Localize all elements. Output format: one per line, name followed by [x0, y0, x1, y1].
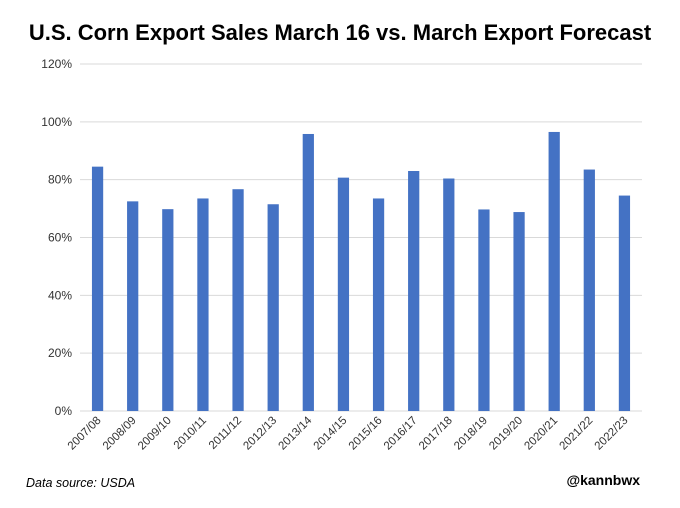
bar-2016-17	[408, 170, 420, 411]
bar-2009-10	[162, 209, 174, 411]
gridlines	[80, 63, 642, 412]
y-tick-label: 60%	[48, 231, 72, 245]
x-tick-label: 2021/22	[558, 415, 596, 453]
x-tick-label: 2009/10	[136, 415, 174, 453]
y-tick-label: 100%	[41, 115, 72, 129]
y-tick-label: 120%	[41, 57, 72, 71]
bar-2021-22	[583, 169, 595, 411]
x-tick-label: 2018/19	[452, 415, 490, 453]
x-tick-label: 2016/17	[382, 415, 420, 453]
y-axis-ticks: 0% 20% 40% 60% 80% 100% 120%	[41, 57, 72, 418]
x-tick-label: 2017/18	[417, 415, 455, 453]
bar-2010-11	[197, 198, 209, 411]
bars	[91, 131, 631, 411]
y-tick-label: 80%	[48, 173, 72, 187]
x-tick-label: 2010/11	[172, 415, 209, 452]
data-source-note: Data source: USDA	[26, 476, 136, 490]
x-tick-label: 2011/12	[207, 415, 244, 452]
bar-2015-16	[372, 198, 385, 411]
x-tick-label: 2007/08	[66, 415, 104, 453]
author-handle: @kannbwx	[566, 472, 640, 488]
bar-2019-20	[513, 212, 525, 411]
x-tick-label: 2013/14	[277, 414, 315, 452]
y-tick-label: 40%	[48, 288, 72, 302]
y-tick-label: 20%	[48, 346, 72, 360]
bar-2022-23	[618, 195, 631, 411]
bar-2014-15	[337, 177, 350, 411]
chart-title: U.S. Corn Export Sales March 16 vs. Marc…	[28, 20, 652, 45]
x-tick-label: 2014/15	[312, 415, 350, 453]
x-tick-label: 2020/21	[522, 415, 560, 453]
bar-2007-08	[91, 166, 104, 411]
x-tick-label: 2019/20	[487, 415, 525, 453]
x-axis-labels: 2007/082008/092009/102010/112011/122012/…	[66, 414, 631, 452]
x-tick-label: 2022/23	[593, 415, 631, 453]
bar-2020-21	[548, 131, 560, 411]
x-tick-label: 2008/09	[101, 415, 139, 453]
bar-2008-09	[127, 201, 139, 411]
x-tick-label: 2012/13	[241, 415, 279, 453]
bar-2017-18	[443, 178, 455, 411]
y-tick-label: 0%	[55, 404, 73, 418]
bar-2012-13	[267, 204, 279, 411]
bar-2011-12	[232, 189, 244, 411]
bar-2018-19	[478, 209, 490, 411]
bar-2013-14	[302, 133, 314, 411]
x-tick-label: 2015/16	[347, 415, 385, 453]
